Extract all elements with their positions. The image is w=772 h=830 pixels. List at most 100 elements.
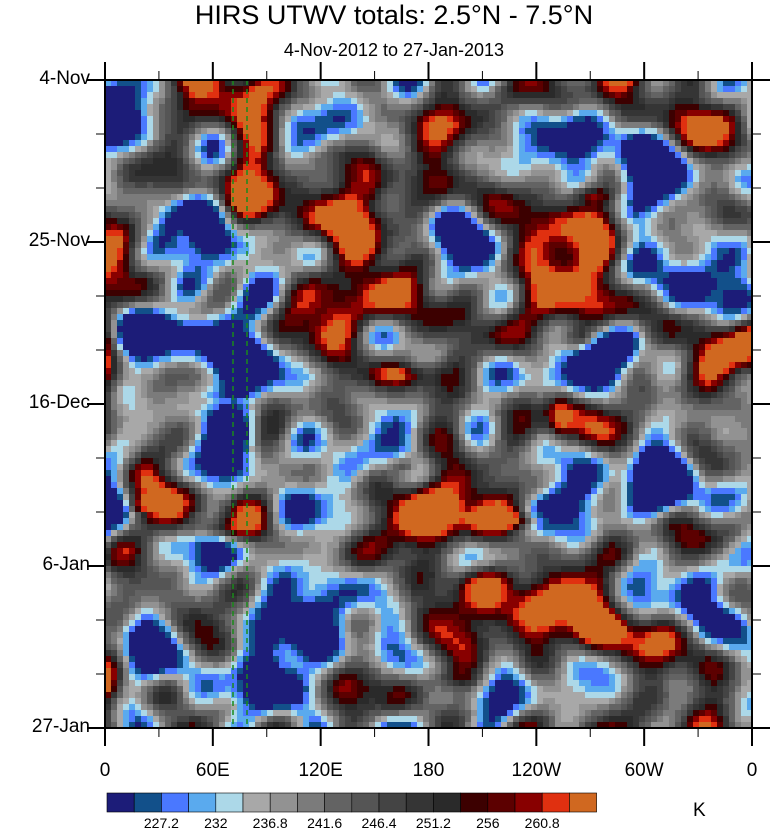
field-cell xyxy=(525,260,532,267)
field-cell xyxy=(231,128,238,135)
field-cell xyxy=(705,92,712,99)
field-cell xyxy=(681,230,688,237)
field-cell xyxy=(519,290,526,297)
field-cell xyxy=(699,320,706,327)
field-cell xyxy=(471,152,478,159)
field-cell xyxy=(321,326,328,333)
field-cell xyxy=(669,284,676,291)
field-cell xyxy=(333,116,340,123)
field-cell xyxy=(201,344,208,351)
field-cell xyxy=(399,266,406,273)
field-cell xyxy=(573,146,580,153)
field-cell xyxy=(129,212,136,219)
field-cell xyxy=(723,302,730,309)
field-cell xyxy=(429,116,436,123)
field-cell xyxy=(693,290,700,297)
field-cell xyxy=(531,134,538,141)
field-cell xyxy=(141,218,148,225)
field-cell xyxy=(555,236,562,243)
field-cell xyxy=(255,224,262,231)
field-cell xyxy=(537,134,544,141)
field-cell xyxy=(717,338,724,345)
field-cell xyxy=(603,326,610,333)
field-cell xyxy=(321,98,328,105)
field-cell xyxy=(153,320,160,327)
field-cell xyxy=(141,164,148,171)
field-cell xyxy=(243,236,250,243)
field-cell xyxy=(267,134,274,141)
field-cell xyxy=(231,206,238,213)
field-cell xyxy=(519,236,526,243)
field-cell xyxy=(249,290,256,297)
field-cell xyxy=(435,86,442,93)
field-cell xyxy=(105,260,112,267)
field-cell xyxy=(513,176,520,183)
field-cell xyxy=(657,218,664,225)
field-cell xyxy=(531,248,538,255)
field-cell xyxy=(327,266,334,273)
field-cell xyxy=(477,152,484,159)
field-cell xyxy=(717,164,724,171)
field-cell xyxy=(729,194,736,201)
field-cell xyxy=(141,176,148,183)
field-cell xyxy=(177,356,184,363)
field-cell xyxy=(459,170,466,177)
field-cell xyxy=(159,326,166,333)
field-cell xyxy=(225,302,232,309)
field-cell xyxy=(111,218,118,225)
field-cell xyxy=(345,218,352,225)
field-cell xyxy=(393,308,400,315)
field-cell xyxy=(297,212,304,219)
field-cell xyxy=(609,284,616,291)
field-cell xyxy=(405,140,412,147)
field-cell xyxy=(165,242,172,249)
field-cell xyxy=(159,224,166,231)
field-cell xyxy=(357,290,364,297)
field-cell xyxy=(159,86,166,93)
field-cell xyxy=(381,200,388,207)
field-cell xyxy=(675,314,682,321)
field-cell xyxy=(519,302,526,309)
field-cell xyxy=(345,320,352,327)
field-cell xyxy=(195,260,202,267)
field-cell xyxy=(459,182,466,189)
field-cell xyxy=(597,278,604,285)
field-cell xyxy=(669,332,676,339)
field-cell xyxy=(603,290,610,297)
field-cell xyxy=(693,182,700,189)
field-cell xyxy=(171,206,178,213)
field-cell xyxy=(609,128,616,135)
field-cell xyxy=(435,110,442,117)
field-cell xyxy=(105,302,112,309)
field-cell xyxy=(723,212,730,219)
field-cell xyxy=(393,188,400,195)
field-cell xyxy=(645,116,652,123)
field-cell xyxy=(663,290,670,297)
field-cell xyxy=(207,92,214,99)
field-cell xyxy=(381,338,388,345)
field-cell xyxy=(165,158,172,165)
field-cell xyxy=(171,158,178,165)
field-cell xyxy=(399,230,406,237)
field-cell xyxy=(705,296,712,303)
field-cell xyxy=(327,110,334,117)
field-cell xyxy=(603,272,610,279)
field-cell xyxy=(525,248,532,255)
field-cell xyxy=(651,302,658,309)
field-cell xyxy=(519,332,526,339)
field-cell xyxy=(375,152,382,159)
field-cell xyxy=(225,80,232,87)
field-cell xyxy=(375,338,382,345)
field-cell xyxy=(705,332,712,339)
field-cell xyxy=(459,326,466,333)
field-cell xyxy=(585,230,592,237)
field-cell xyxy=(675,260,682,267)
field-cell xyxy=(687,224,694,231)
field-cell xyxy=(465,266,472,273)
field-cell xyxy=(597,332,604,339)
field-cell xyxy=(321,122,328,129)
field-cell xyxy=(231,164,238,171)
field-cell xyxy=(519,80,526,87)
field-cell xyxy=(489,350,496,357)
field-cell xyxy=(369,152,376,159)
